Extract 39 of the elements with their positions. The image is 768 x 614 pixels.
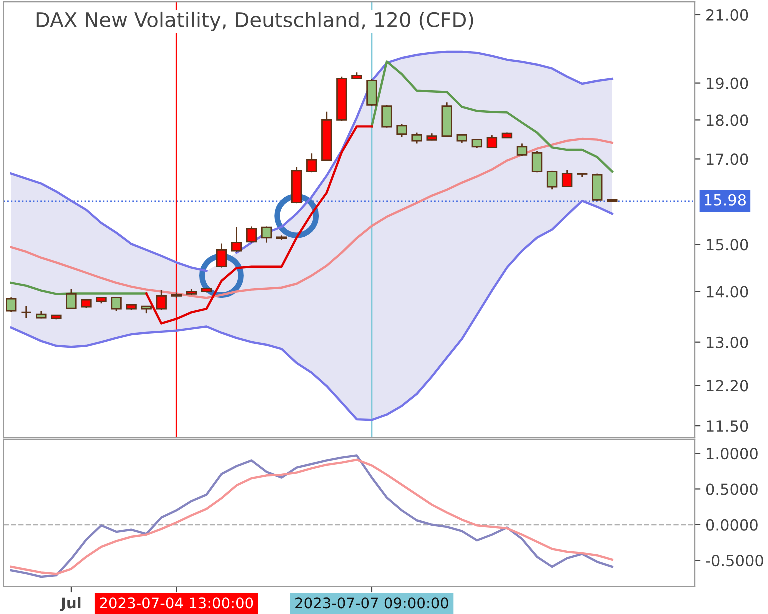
candlestick (231, 226, 242, 253)
y-tick-label: 15.00 (707, 239, 748, 251)
x-tick-label: Jul (60, 597, 81, 612)
y-tick-label: 13.00 (707, 336, 748, 348)
y-tick-label: 0.5000 (706, 484, 758, 496)
x-tick-label: 2023-07-04 13:00:00 (100, 598, 254, 609)
candlestick (562, 169, 573, 188)
candlestick (546, 170, 558, 190)
y-tick-label: 0.0000 (706, 519, 758, 531)
candlestick (532, 150, 543, 174)
line-series (10, 200, 614, 422)
line-series (10, 138, 614, 300)
ref-line-label: 15.98 (705, 194, 746, 206)
y-tick-label: 19.00 (707, 78, 748, 90)
y-tick-label: 14.00 (707, 286, 748, 298)
candlestick (66, 288, 77, 310)
candlestick (306, 152, 318, 174)
y-tick-label: 21.00 (706, 9, 748, 21)
candlestick (412, 132, 422, 144)
candlestick (216, 243, 228, 269)
y-tick-label: 1.0000 (707, 448, 758, 460)
candlestick (21, 305, 32, 319)
candlestick (156, 290, 167, 311)
candlestick (111, 296, 122, 312)
candlestick (246, 226, 258, 244)
candlestick (396, 123, 408, 138)
candlestick (6, 296, 17, 314)
candlestick (261, 226, 272, 244)
candlestick (516, 143, 528, 157)
x-tick-label: 2023-07-07 09:00:00 (296, 598, 448, 609)
chart-title: DAX New Volatility, Deutschland, 120 (CFD) (36, 12, 474, 32)
y-tick-label: 12.20 (707, 380, 748, 392)
y-tick-label: 11.50 (707, 420, 748, 432)
line-series (145, 126, 374, 325)
y-tick-label: 17.00 (707, 154, 748, 166)
candlestick (486, 134, 498, 149)
y-tick-label: 18.00 (707, 114, 748, 126)
y-tick-label: -0.5000 (706, 555, 764, 567)
candlestick (382, 104, 392, 129)
